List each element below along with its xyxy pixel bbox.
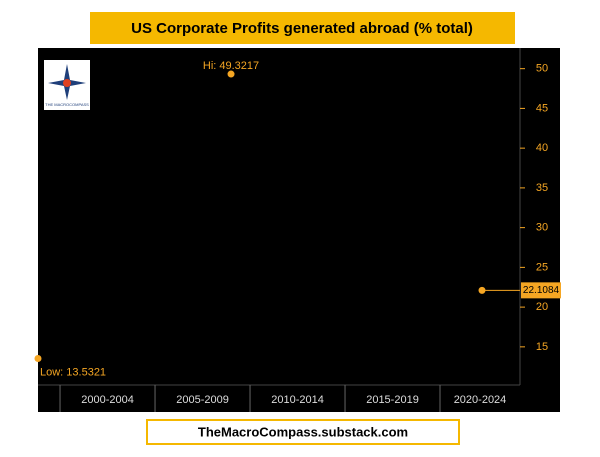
annotation: 22.1084: [523, 285, 560, 296]
annotation: Hi: 49.3217: [203, 60, 259, 72]
y-tick-label: 25: [536, 261, 548, 273]
footer-box: [146, 419, 460, 445]
title-box: [90, 12, 515, 44]
y-tick-label: 30: [536, 222, 548, 234]
logo-text: THE MACROCOMPASS: [45, 102, 89, 107]
y-tick-label: 20: [536, 301, 548, 313]
last-value-box: [521, 282, 561, 299]
x-tick-label: 2000-2004: [81, 394, 134, 406]
x-tick-label: 2010-2014: [271, 394, 324, 406]
annotation-dot: [478, 286, 486, 294]
plot-background: [38, 48, 560, 412]
logo-center: [63, 79, 71, 87]
y-tick-label: 35: [536, 182, 548, 194]
annotation-dot: [34, 355, 42, 363]
chart-title: US Corporate Profits generated abroad (%…: [131, 20, 473, 37]
y-tick-label: 50: [536, 63, 548, 75]
y-tick-label: 40: [536, 142, 548, 154]
y-tick-label: 45: [536, 102, 548, 114]
y-tick-label: 15: [536, 341, 548, 353]
footer: TheMacroCompass.substack.com: [198, 424, 408, 439]
x-tick-label: 2005-2009: [176, 394, 229, 406]
x-tick-label: 2015-2019: [366, 394, 419, 406]
x-tick-label: 2020-2024: [454, 394, 507, 406]
annotation: Low: 13.5321: [40, 366, 106, 378]
logo: THE MACROCOMPASS: [44, 60, 90, 110]
annotation-dot: [227, 70, 235, 78]
